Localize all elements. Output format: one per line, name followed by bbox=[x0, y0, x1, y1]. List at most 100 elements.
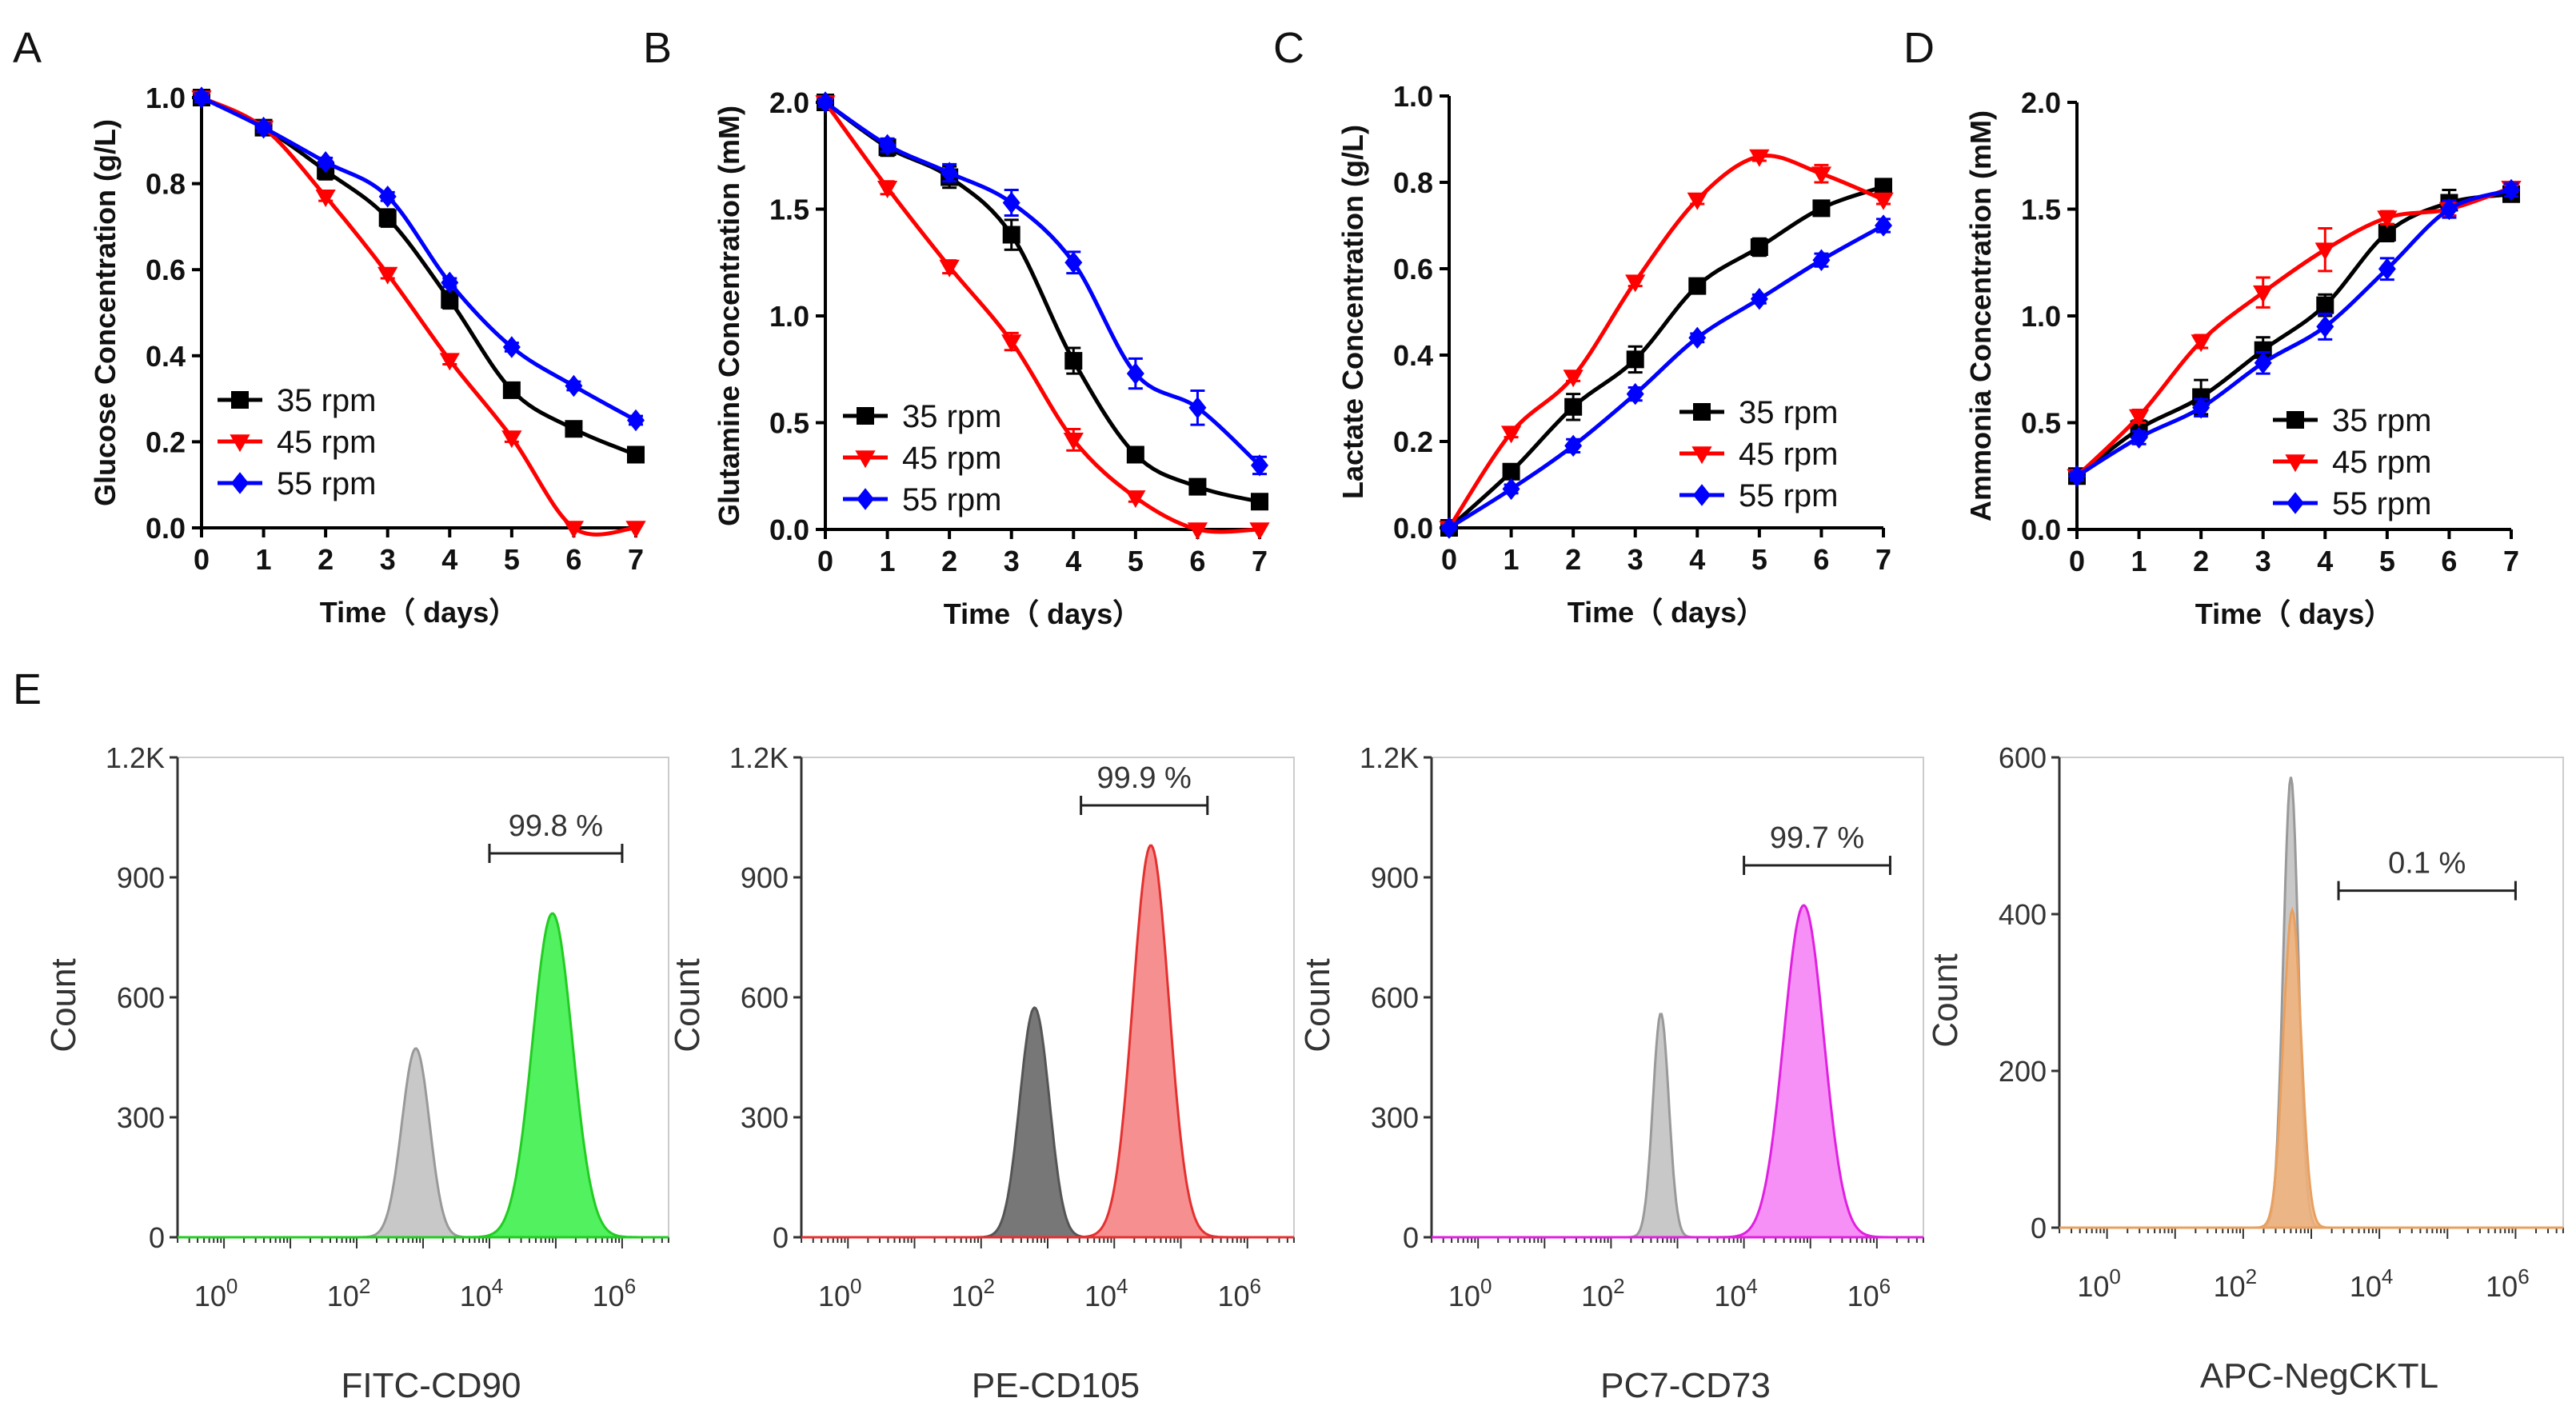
data-point bbox=[1002, 191, 1020, 214]
y-tick-label: 0.0 bbox=[769, 513, 809, 546]
data-point bbox=[441, 290, 459, 309]
data-point bbox=[317, 150, 335, 174]
legend-label: 55 rpm bbox=[902, 482, 1002, 517]
series-35-rpm bbox=[193, 89, 645, 464]
data-point bbox=[1563, 369, 1584, 388]
x-tick-label: 104 bbox=[1714, 1274, 1758, 1312]
y-tick-label: 1.0 bbox=[146, 82, 186, 114]
y-axis-title: Ammonia Concentration (mM) bbox=[1964, 110, 1997, 521]
x-tick-label: 0 bbox=[194, 543, 210, 576]
x-axis-title: Time（ days） bbox=[2195, 597, 2393, 630]
y-tick-label: 0 bbox=[149, 1221, 165, 1254]
x-tick-base: 10 bbox=[327, 1280, 359, 1312]
y-tick-label: 1.5 bbox=[769, 194, 809, 226]
y-tick-label: 1.2K bbox=[1360, 741, 1419, 774]
y-tick-label: 0.0 bbox=[2021, 513, 2061, 546]
y-tick-label: 900 bbox=[741, 861, 789, 894]
x-axis-title: FITC-CD90 bbox=[341, 1366, 521, 1405]
histogram-fitc-cd90 bbox=[178, 912, 669, 1239]
data-point bbox=[1063, 433, 1084, 451]
data-point bbox=[565, 420, 583, 438]
gate-label: 99.9 % bbox=[1097, 761, 1192, 795]
data-point bbox=[627, 445, 645, 464]
x-tick-label: 5 bbox=[2379, 545, 2395, 577]
series-55-rpm bbox=[193, 86, 645, 432]
gate-label: 99.7 % bbox=[1770, 821, 1864, 855]
x-tick-label: 100 bbox=[1448, 1274, 1492, 1312]
x-tick-exponent: 4 bbox=[1116, 1274, 1128, 1298]
x-tick-base: 10 bbox=[2486, 1270, 2518, 1303]
series-55-rpm bbox=[817, 91, 1268, 477]
x-tick-label: 100 bbox=[2077, 1264, 2121, 1303]
y-tick-label: 0.8 bbox=[1393, 166, 1433, 199]
y-tick-label: 2.0 bbox=[2021, 86, 2061, 119]
x-tick-base: 10 bbox=[1581, 1280, 1613, 1312]
x-axis-title: PC7-CD73 bbox=[1600, 1366, 1771, 1405]
gate-marker: 0.1 % bbox=[2337, 847, 2517, 901]
x-tick-base: 10 bbox=[1217, 1280, 1249, 1312]
x-tick-exponent: 0 bbox=[2109, 1264, 2120, 1288]
data-point bbox=[2254, 341, 2272, 359]
gate-marker: 99.9 % bbox=[1080, 761, 1209, 815]
x-tick-label: 2 bbox=[1565, 543, 1581, 576]
y-tick-label: 0.8 bbox=[146, 168, 186, 201]
data-point bbox=[565, 374, 583, 397]
legend-label: 35 rpm bbox=[277, 383, 377, 418]
y-tick-label: 0 bbox=[773, 1221, 789, 1254]
x-tick-base: 10 bbox=[194, 1280, 226, 1312]
data-point bbox=[2191, 334, 2211, 353]
x-axis-title: APC-NegCKTL bbox=[2200, 1356, 2438, 1396]
panel-letter-e: E bbox=[13, 665, 42, 713]
data-point bbox=[378, 185, 397, 208]
x-tick-label: 3 bbox=[1627, 543, 1643, 576]
data-point bbox=[1188, 477, 1207, 496]
y-tick-label: 1.0 bbox=[769, 300, 809, 333]
data-point bbox=[1875, 178, 1892, 196]
data-point bbox=[627, 409, 645, 432]
data-point bbox=[1626, 350, 1644, 369]
x-tick-exponent: 2 bbox=[359, 1274, 370, 1298]
chart-b: 0.0 0.5 1.0 1.5 2.0 0 1 2 3 4 5 6 7 Time（ days） Glutam… bbox=[713, 86, 1270, 630]
x-tick-base: 10 bbox=[2077, 1270, 2109, 1303]
x-tick-label: 6 bbox=[565, 543, 581, 576]
data-point bbox=[378, 209, 397, 227]
gate-label: 99.8 % bbox=[509, 809, 603, 843]
x-tick-exponent: 4 bbox=[492, 1274, 503, 1298]
x-tick-exponent: 6 bbox=[2518, 1264, 2529, 1288]
data-point bbox=[502, 381, 521, 399]
legend-label: 45 rpm bbox=[1739, 437, 1839, 472]
legend-marker bbox=[857, 488, 874, 510]
panel-letter-d: D bbox=[1903, 24, 1935, 72]
data-point bbox=[1001, 334, 1022, 353]
y-tick-label: 0.6 bbox=[146, 254, 186, 286]
legend-label: 55 rpm bbox=[2332, 486, 2432, 521]
y-tick-label: 0.4 bbox=[146, 340, 186, 373]
x-tick-label: 106 bbox=[1847, 1274, 1891, 1312]
data-point bbox=[1187, 522, 1208, 541]
data-point bbox=[2254, 351, 2272, 374]
x-tick-base: 10 bbox=[818, 1280, 850, 1312]
y-tick-label: 0.5 bbox=[2021, 407, 2061, 440]
x-axis-title: Time（ days） bbox=[320, 596, 517, 629]
series-45-rpm bbox=[191, 90, 646, 539]
data-point bbox=[878, 134, 897, 157]
legend-label: 45 rpm bbox=[902, 441, 1002, 476]
data-point bbox=[1812, 199, 1831, 218]
y-tick-label: 300 bbox=[117, 1101, 165, 1134]
data-point bbox=[2068, 465, 2086, 487]
data-point bbox=[2316, 315, 2334, 338]
data-point bbox=[1811, 166, 1832, 185]
data-point bbox=[1750, 238, 1768, 256]
data-point bbox=[1125, 490, 1146, 509]
legend: 35 rpm 45 rpm 55 rpm bbox=[1679, 395, 1839, 513]
x-tick-label: 1 bbox=[880, 545, 896, 577]
data-point bbox=[2377, 210, 2398, 229]
legend-label: 35 rpm bbox=[1739, 395, 1839, 430]
data-point bbox=[1249, 522, 1270, 541]
gate-label: 0.1 % bbox=[2388, 847, 2466, 881]
y-tick-label: 1.0 bbox=[2021, 300, 2061, 333]
x-tick-label: 6 bbox=[1813, 543, 1829, 576]
x-tick-label: 0 bbox=[1441, 543, 1457, 576]
